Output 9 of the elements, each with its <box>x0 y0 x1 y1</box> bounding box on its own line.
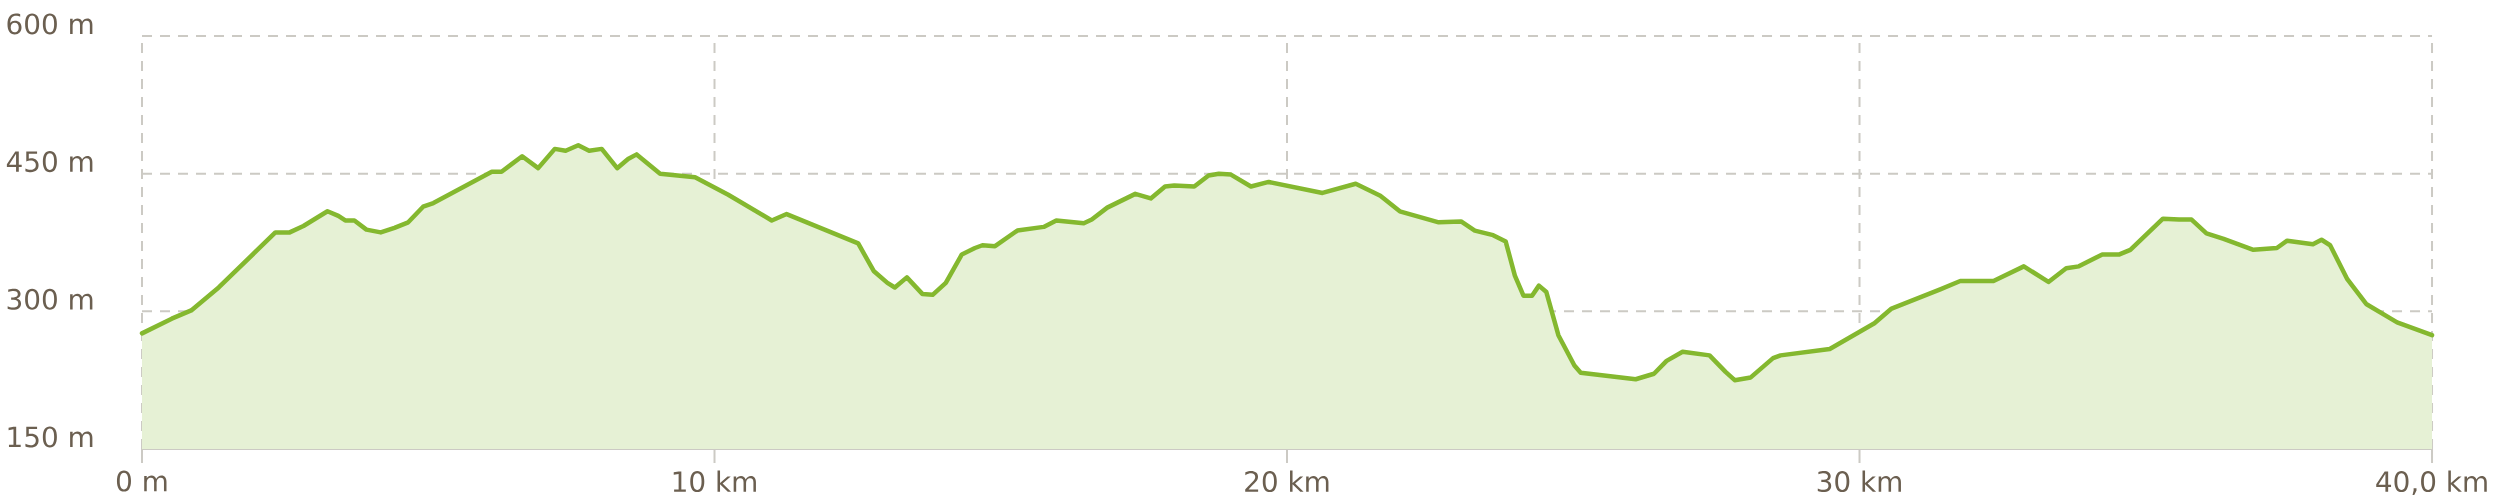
x-tick-label: 20 km <box>1245 470 1329 493</box>
y-tick-label: 300 m <box>7 288 93 310</box>
y-tick-label: 150 m <box>8 426 93 448</box>
y-tick-label: 600 m <box>7 13 93 35</box>
x-tick-label: 10 km <box>673 470 756 493</box>
y-tick-label: 450 m <box>6 151 93 173</box>
x-tick-label: 30 km <box>1817 470 1901 493</box>
x-tick-label: 40,0 km <box>2376 470 2487 495</box>
x-tick-label: 0 m <box>116 470 167 492</box>
